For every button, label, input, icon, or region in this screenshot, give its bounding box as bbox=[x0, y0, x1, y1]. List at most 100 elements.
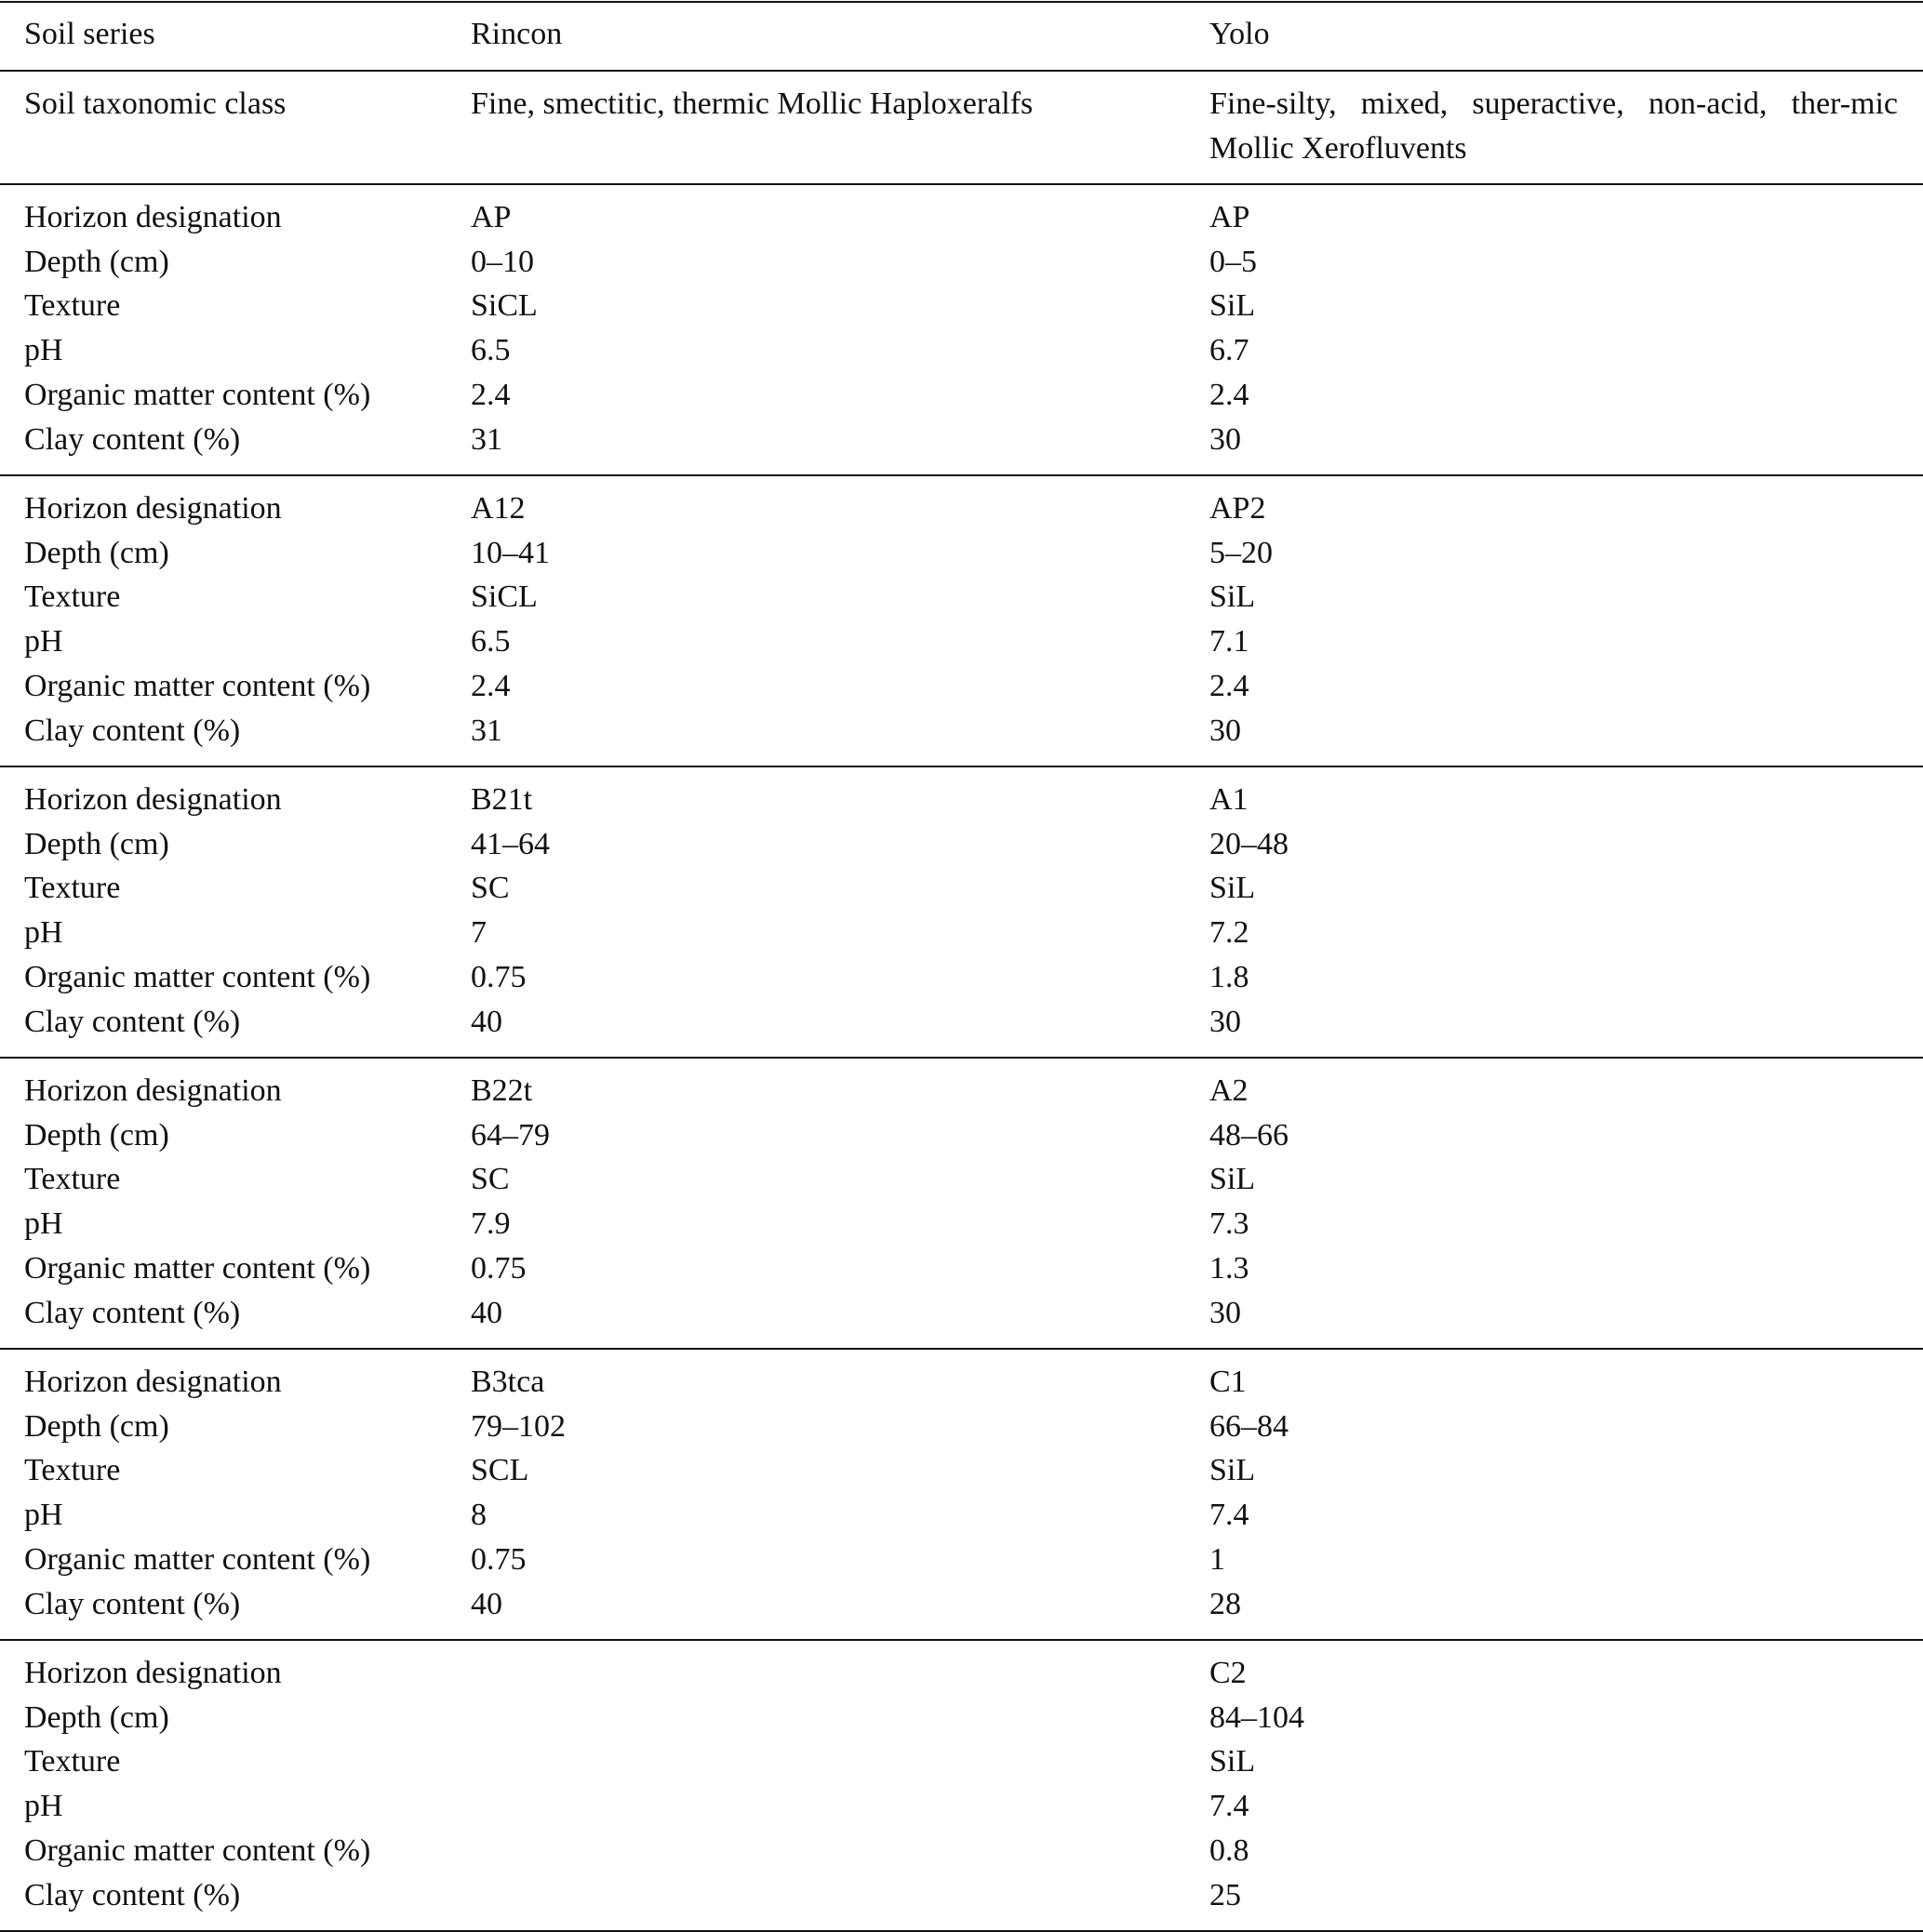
row-label: Horizon designation bbox=[24, 782, 282, 817]
rincon-value: B3tca bbox=[471, 1365, 545, 1399]
horizon-row: Horizon designation B22t A2 bbox=[0, 1069, 1923, 1113]
row-label: Depth (cm) bbox=[24, 1699, 169, 1735]
rincon-value: 0.75 bbox=[471, 959, 527, 994]
rincon-value: 0.75 bbox=[471, 1541, 527, 1577]
yolo-value: SiL bbox=[1209, 288, 1256, 324]
row-label: Horizon designation bbox=[24, 1073, 282, 1108]
rincon-value: 64–79 bbox=[471, 1117, 550, 1153]
yolo-value: 7.2 bbox=[1209, 915, 1249, 951]
row-label: pH bbox=[24, 1206, 63, 1242]
rincon-value: 31 bbox=[471, 421, 502, 457]
horizon-row: Clay content (%) 31 30 bbox=[0, 709, 1923, 753]
rincon-value: SiCL bbox=[471, 288, 538, 324]
taxonomy-yolo: Fine-silty, mixed, superactive, non-acid… bbox=[1209, 87, 1898, 166]
yolo-value: 66–84 bbox=[1209, 1408, 1289, 1444]
horizon-row: pH 6.5 7.1 bbox=[0, 620, 1923, 664]
row-label: Texture bbox=[24, 1744, 121, 1779]
row-label: Horizon designation bbox=[24, 491, 282, 526]
rincon-value: AP bbox=[471, 200, 512, 234]
rincon-value: 79–102 bbox=[471, 1408, 566, 1444]
horizon-row: Organic matter content (%) 0.75 1.8 bbox=[0, 955, 1923, 1000]
rincon-value: 6.5 bbox=[471, 624, 511, 660]
row-label: Texture bbox=[24, 871, 121, 906]
row-label: Clay content (%) bbox=[24, 1586, 241, 1621]
yolo-value: SiL bbox=[1209, 871, 1256, 906]
yolo-value: 2.4 bbox=[1209, 668, 1249, 703]
yolo-value: 28 bbox=[1209, 1586, 1241, 1621]
yolo-value: 30 bbox=[1209, 713, 1241, 748]
yolo-value: AP2 bbox=[1209, 491, 1266, 526]
rincon-value: 7.9 bbox=[471, 1206, 511, 1242]
row-label: Texture bbox=[24, 1162, 121, 1197]
horizon-row: Texture SiCL SiL bbox=[0, 284, 1923, 328]
row-label: Organic matter content (%) bbox=[24, 959, 371, 994]
row-label: pH bbox=[24, 915, 63, 951]
header-rule bbox=[0, 70, 1923, 72]
horizon-row: Organic matter content (%) 0.8 bbox=[0, 1829, 1923, 1873]
yolo-value: SiL bbox=[1209, 1453, 1256, 1488]
yolo-value: 7.4 bbox=[1209, 1789, 1249, 1824]
block-rule bbox=[0, 1348, 1923, 1350]
rincon-value: 31 bbox=[471, 713, 502, 748]
row-label: Clay content (%) bbox=[24, 1295, 241, 1330]
row-label: pH bbox=[24, 624, 63, 660]
horizon-row: Depth (cm) 10–41 5–20 bbox=[0, 531, 1923, 576]
top-rule bbox=[0, 1, 1923, 3]
horizon-row: Horizon designation B3tca C1 bbox=[0, 1360, 1923, 1405]
yolo-value: 7.3 bbox=[1209, 1206, 1249, 1242]
yolo-value: A2 bbox=[1209, 1073, 1249, 1108]
yolo-value: C2 bbox=[1209, 1656, 1247, 1690]
row-label: Organic matter content (%) bbox=[24, 1541, 371, 1577]
rincon-value: 0.75 bbox=[471, 1250, 527, 1286]
rincon-value: B21t bbox=[471, 782, 533, 817]
block-rule bbox=[0, 1639, 1923, 1641]
yolo-value: 2.4 bbox=[1209, 377, 1249, 412]
horizon-row: Clay content (%) 40 30 bbox=[0, 1291, 1923, 1336]
yolo-value: 84–104 bbox=[1209, 1699, 1304, 1735]
yolo-value: 20–48 bbox=[1209, 826, 1289, 861]
yolo-value: C1 bbox=[1209, 1365, 1247, 1399]
rincon-value: 40 bbox=[471, 1295, 502, 1330]
horizon-row: Horizon designation A12 AP2 bbox=[0, 486, 1923, 531]
row-label: Depth (cm) bbox=[24, 244, 169, 279]
row-label: Depth (cm) bbox=[24, 826, 169, 861]
horizon-row: Texture SiCL SiL bbox=[0, 575, 1923, 620]
horizon-row: Clay content (%) 40 28 bbox=[0, 1582, 1923, 1627]
rincon-value: 10–41 bbox=[471, 535, 550, 570]
rincon-value: SC bbox=[471, 871, 510, 906]
yolo-value: A1 bbox=[1209, 782, 1249, 817]
yolo-value: 1.8 bbox=[1209, 959, 1249, 994]
horizon-row: Clay content (%) 40 30 bbox=[0, 1000, 1923, 1045]
rincon-value: 40 bbox=[471, 1004, 502, 1039]
row-label: pH bbox=[24, 1789, 63, 1824]
row-label: Organic matter content (%) bbox=[24, 377, 371, 412]
horizon-row: Organic matter content (%) 2.4 2.4 bbox=[0, 373, 1923, 418]
horizon-row: Clay content (%) 25 bbox=[0, 1873, 1923, 1918]
horizon-row: Texture SC SiL bbox=[0, 866, 1923, 911]
row-label: Horizon designation bbox=[24, 200, 282, 234]
horizon-row: Organic matter content (%) 2.4 2.4 bbox=[0, 664, 1923, 709]
block-rule bbox=[0, 474, 1923, 476]
rincon-value: 41–64 bbox=[471, 826, 550, 861]
yolo-value: 7.4 bbox=[1209, 1498, 1249, 1533]
horizon-row: Texture SiL bbox=[0, 1739, 1923, 1784]
rincon-value: 2.4 bbox=[471, 668, 511, 703]
rincon-value: 6.5 bbox=[471, 333, 511, 368]
yolo-value: 25 bbox=[1209, 1877, 1241, 1912]
row-label: Horizon designation bbox=[24, 1656, 282, 1690]
yolo-value: 30 bbox=[1209, 1295, 1241, 1330]
yolo-value: 30 bbox=[1209, 1004, 1241, 1039]
rincon-value: 40 bbox=[471, 1586, 502, 1621]
rincon-value: SC bbox=[471, 1162, 510, 1197]
yolo-value: 6.7 bbox=[1209, 333, 1249, 368]
horizon-row: Horizon designation B21t A1 bbox=[0, 778, 1923, 822]
row-label: Clay content (%) bbox=[24, 1004, 241, 1039]
taxonomy-rule bbox=[0, 183, 1923, 185]
yolo-value: 30 bbox=[1209, 421, 1241, 457]
block-rule bbox=[0, 1930, 1923, 1932]
yolo-value: 0–5 bbox=[1209, 244, 1257, 279]
rincon-value: B22t bbox=[471, 1073, 533, 1108]
block-rule bbox=[0, 1057, 1923, 1059]
horizon-row: Clay content (%) 31 30 bbox=[0, 418, 1923, 462]
row-label: pH bbox=[24, 1498, 63, 1533]
